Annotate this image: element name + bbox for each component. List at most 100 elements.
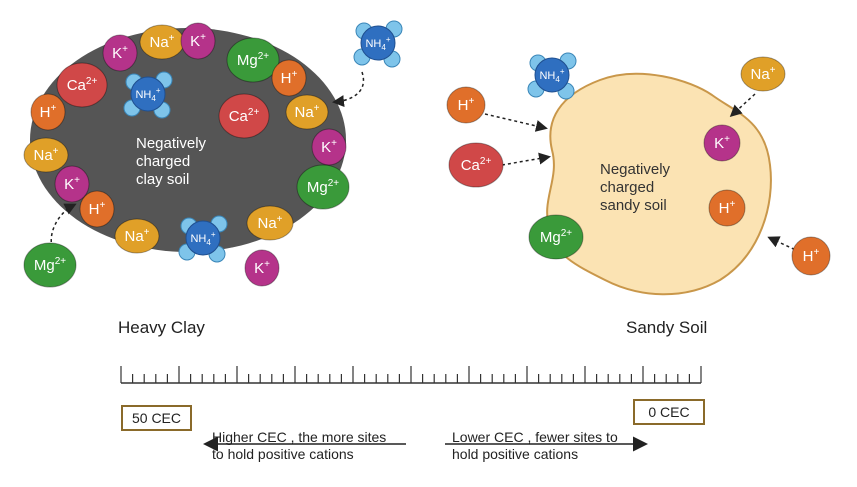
lower-cec-caption-line-1: Lower CEC , fewer sites to [452, 429, 618, 445]
sand-ion-label: H+ [719, 199, 736, 217]
clay-ion-circle [30, 93, 66, 131]
sand-ion-circle [740, 56, 786, 92]
clay-ion-label: Mg2+ [34, 256, 66, 274]
clay-h-ion-7: H+ [30, 93, 66, 131]
clay-ion-circle [296, 164, 350, 210]
clay-ion-label: Na+ [33, 146, 58, 164]
clay-k-ion-2: K+ [180, 22, 216, 60]
clay-ion-circle [56, 62, 108, 108]
ammonium-into-clay-arrow [332, 71, 365, 108]
clay-k-ion-0: K+ [102, 34, 138, 72]
clay-ca-ion-4: Ca2+ [56, 62, 108, 108]
sand-body-line-3: sandy soil [600, 197, 667, 214]
higher-cec-caption-line-1: Higher CEC , the more sites [212, 429, 387, 445]
clay-particle [30, 28, 346, 252]
clay-ammonium-0: NH4+ [123, 71, 173, 119]
clay-na-ion-15: Na+ [246, 205, 294, 241]
clay-ion-label: Mg2+ [307, 178, 339, 196]
na-into-sand-arrow [729, 93, 756, 118]
mg-into-clay-arrow [50, 203, 77, 249]
heavy-clay-label: Heavy Clay [118, 318, 205, 337]
nitrogen-atom [185, 220, 221, 256]
sand-body-line-2: charged [600, 179, 654, 196]
clay-ion-circle [79, 190, 115, 228]
sand-ion-label: H+ [803, 247, 820, 265]
clay-na-ion-14: Na+ [114, 218, 160, 254]
sand-ion-label: H+ [458, 96, 475, 114]
clay-k-ion-11: K+ [54, 165, 90, 203]
clay-ammonium-1: NH4+ [353, 20, 403, 68]
clay-ion-label: H+ [281, 69, 298, 87]
clay-ion-circle [244, 249, 280, 287]
sand-ammonium-0: NH4+ [527, 52, 577, 100]
higher-cec-caption: Higher CEC , the more sites to hold posi… [212, 429, 412, 463]
ca-into-sand-arrow [501, 152, 551, 166]
sand-h-ion-6: H+ [791, 236, 831, 276]
ions-layer: K+ Na+ K+ Mg2+ Ca2+ H+ Ca2+ H+ Na+ Na+ K+ K+ Mg2+ H+ N… [23, 22, 831, 288]
sand-ion-label: Na+ [750, 65, 775, 83]
sand-ion-circle [791, 236, 831, 276]
lower-cec-caption-line-2: hold positive cations [452, 446, 579, 462]
nitrogen-atom [534, 57, 570, 93]
clay-ion-circle [114, 218, 160, 254]
clay-ion-circle [23, 137, 69, 173]
clay-ion-label: Na+ [294, 103, 319, 121]
clay-na-ion-9: Na+ [23, 137, 69, 173]
clay-ion-label: H+ [40, 103, 57, 121]
clay-ion-circle [218, 93, 270, 139]
clay-ion-label: Ca2+ [229, 107, 260, 125]
ammonium-label: NH4+ [365, 35, 390, 52]
clay-na-ion-8: Na+ [285, 94, 329, 130]
sand-mg-ion-5: Mg2+ [528, 214, 584, 260]
sand-ion-label: Mg2+ [540, 228, 572, 246]
sand-ion-circle [703, 124, 741, 162]
clay-k-ion-10: K+ [311, 128, 347, 166]
clay-mg-ion-3: Mg2+ [226, 37, 280, 83]
ammonium-layer: NH4+ NH4+ NH4+ NH4+ [123, 20, 577, 263]
sand-particle [546, 72, 772, 296]
clay-body-line-2: charged [136, 153, 190, 170]
sand-ion-circle [448, 142, 504, 188]
lower-cec-caption: Lower CEC , fewer sites to hold positive… [452, 429, 652, 463]
clay-ion-circle [102, 34, 138, 72]
clay-ion-circle [226, 37, 280, 83]
clay-ion-circle [285, 94, 329, 130]
clay-ion-circle [54, 165, 90, 203]
clay-ion-label: K+ [254, 259, 270, 277]
sandy-soil-label: Sandy Soil [626, 318, 708, 337]
clay-ion-label: K+ [64, 175, 80, 193]
clay-body-line-1: Negatively [136, 135, 207, 152]
sand-ion-label: Ca2+ [461, 156, 492, 174]
clay-ca-ion-6: Ca2+ [218, 93, 270, 139]
clay-ion-circle [180, 22, 216, 60]
clay-ion-label: K+ [190, 32, 206, 50]
clay-body-line-3: clay soil [136, 171, 189, 188]
clay-ion-label: Mg2+ [237, 51, 269, 69]
sand-na-ion-2: Na+ [740, 56, 786, 92]
clay-h-ion-13: H+ [79, 190, 115, 228]
sand-ca-ion-1: Ca2+ [448, 142, 504, 188]
clay-ion-label: Na+ [149, 33, 174, 51]
clay-ion-circle [311, 128, 347, 166]
clay-ion-label: K+ [112, 44, 128, 62]
clay-ion-circle [271, 59, 307, 97]
sand-body-line-1: Negatively [600, 161, 671, 178]
clay-ion-circle [23, 242, 77, 288]
clay-ion-label: H+ [89, 200, 106, 218]
sand-ion-circle [446, 86, 486, 124]
nitrogen-atom [130, 76, 166, 112]
clay-ion-label: Na+ [257, 214, 282, 232]
clay-mg-ion-12: Mg2+ [296, 164, 350, 210]
ammonium-label: NH4+ [135, 86, 160, 103]
clay-k-ion-16: K+ [244, 249, 280, 287]
scale-left-value: 50 CEC [121, 405, 192, 431]
sand-h-ion-0: H+ [446, 86, 486, 124]
clay-h-ion-5: H+ [271, 59, 307, 97]
sand-ion-circle [528, 214, 584, 260]
sand-k-ion-3: K+ [703, 124, 741, 162]
clay-ion-label: Ca2+ [67, 76, 98, 94]
ammonium-label: NH4+ [539, 67, 564, 84]
scale-right-value: 0 CEC [633, 399, 705, 425]
clay-na-ion-1: Na+ [139, 24, 185, 60]
sand-h-ion-4: H+ [708, 189, 746, 227]
